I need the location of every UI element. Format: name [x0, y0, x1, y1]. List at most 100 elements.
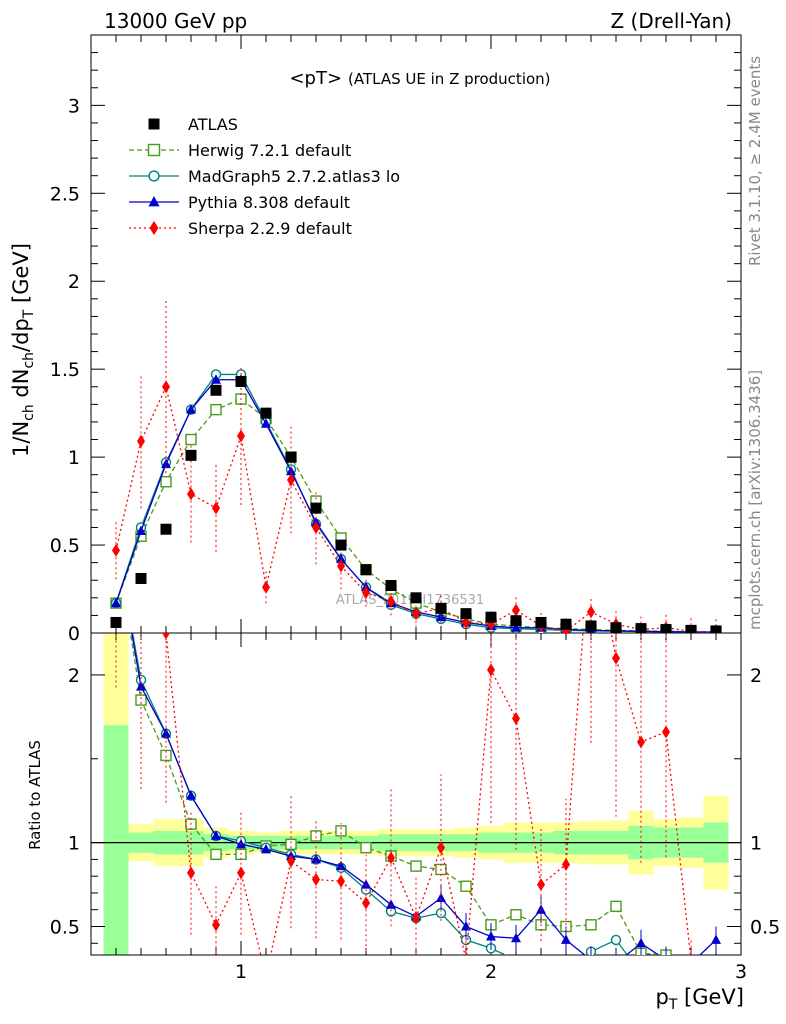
ratio-point-sherpa	[662, 725, 670, 739]
ratio-point-sherpa	[637, 735, 645, 749]
header-right: Z (Drell-Yan)	[610, 9, 732, 33]
ratio-point-sherpa	[612, 651, 620, 665]
point-sherpa	[212, 501, 220, 515]
ratio-point-madgraph5	[514, 954, 518, 955]
main-plot-series	[110, 300, 722, 633]
ratio-point-pythia	[436, 892, 446, 902]
analysis-watermark: ATLAS_2019_I1736531	[336, 593, 484, 608]
ratio-point-herwig	[460, 880, 472, 892]
ratio-tick-label: 2	[68, 665, 80, 687]
x-tick-label: 3	[735, 961, 747, 983]
ratio-point-sherpa	[487, 663, 495, 677]
ratio-axis-title: Ratio to ATLAS	[26, 740, 44, 850]
point-sherpa	[312, 520, 320, 534]
legend-marker-madgraph5	[148, 170, 160, 182]
point-sherpa	[387, 594, 395, 608]
ratio-point-pythia	[486, 931, 496, 941]
point-atlas	[310, 502, 322, 514]
x-tick-label: 2	[485, 961, 497, 983]
point-atlas	[285, 451, 297, 463]
ratio-point-sherpa	[712, 970, 720, 983]
ratio-point-sherpa	[512, 712, 520, 726]
ratio-point-sherpa	[262, 970, 270, 983]
x-tick-label: 1	[235, 961, 247, 983]
legend-label-madgraph5: MadGraph5 2.7.2.atlas3 lo	[188, 167, 400, 186]
ratio-point-herwig	[160, 749, 172, 762]
point-sherpa	[112, 543, 120, 557]
point-atlas	[635, 623, 647, 633]
ratio-point-sherpa	[187, 866, 195, 880]
ratio-point-herwig	[510, 909, 522, 921]
ratio-point-sherpa	[465, 953, 467, 955]
ratio-tick-label-right: 1	[750, 833, 762, 855]
ratio-uncertainty-bands	[103, 633, 729, 955]
point-atlas	[510, 615, 522, 627]
ratio-point-sherpa	[362, 896, 370, 910]
ratio-point-madgraph5	[610, 934, 622, 946]
ratio-point-sherpa	[312, 873, 320, 887]
point-atlas	[410, 592, 422, 604]
point-atlas	[485, 611, 497, 623]
ratio-tick-label-right: 0.5	[750, 916, 780, 938]
plot-title-main: <pT>	[289, 68, 342, 89]
band-inner	[103, 725, 129, 955]
point-atlas	[335, 539, 347, 551]
ratio-point-madgraph5	[562, 964, 571, 973]
y-tick-label: 3	[68, 95, 80, 117]
ratio-point-pythia	[665, 954, 667, 955]
ratio-point-pythia	[161, 728, 171, 738]
header-left: 13000 GeV pp	[104, 9, 247, 33]
point-atlas	[260, 407, 272, 419]
legend-marker-pythia	[148, 195, 160, 207]
point-sherpa	[287, 473, 295, 487]
ratio-point-sherpa	[237, 866, 245, 880]
ratio-point-sherpa	[537, 878, 545, 892]
ratio-point-sherpa	[337, 874, 345, 888]
point-atlas	[185, 449, 197, 461]
legend-label-sherpa: Sherpa 2.2.9 default	[188, 219, 352, 238]
y-tick-label: 1	[68, 447, 80, 469]
point-herwig	[160, 476, 172, 488]
ratio-point-madgraph5	[687, 976, 696, 985]
legend-label-atlas: ATLAS	[188, 115, 238, 134]
point-atlas	[535, 616, 547, 628]
ratio-point-herwig	[210, 848, 222, 861]
point-atlas	[685, 624, 697, 633]
point-atlas	[435, 602, 447, 614]
point-pythia	[511, 622, 521, 632]
point-sherpa	[462, 615, 470, 629]
ratio-point-pythia	[636, 937, 646, 948]
ratio-point-sherpa	[137, 601, 145, 614]
y-tick-label: 0.5	[50, 535, 80, 557]
ratio-point-pythia	[211, 830, 221, 840]
point-atlas	[160, 523, 172, 535]
point-atlas	[560, 618, 572, 630]
point-pythia	[186, 404, 196, 414]
point-sherpa	[412, 607, 420, 621]
point-atlas	[385, 580, 397, 592]
point-sherpa	[587, 605, 595, 619]
ratio-point-pythia	[136, 681, 146, 691]
point-sherpa	[512, 603, 520, 617]
ratio-point-pythia	[536, 904, 546, 914]
ratio-point-pythia	[361, 879, 371, 889]
point-sherpa	[137, 434, 145, 448]
point-pythia	[211, 374, 221, 384]
ratio-point-pythia	[336, 860, 346, 871]
ratio-point-sherpa	[690, 953, 692, 955]
ratio-point-sherpa	[562, 857, 570, 871]
point-atlas	[235, 375, 247, 387]
point-sherpa	[162, 380, 170, 394]
legend-marker-herwig	[147, 143, 161, 157]
ratio-point-sherpa	[112, 417, 120, 430]
ratio-point-madgraph5	[662, 972, 671, 981]
ratio-point-sherpa	[287, 854, 295, 868]
ratio-point-herwig	[310, 830, 322, 842]
rivet-version-label: Rivet 3.1.10, ≥ 2.4M events	[746, 56, 764, 266]
ratio-point-sherpa	[162, 633, 170, 640]
ratio-plot-series	[112, 417, 721, 985]
y-tick-label: 1.5	[50, 359, 80, 381]
point-atlas	[210, 384, 222, 396]
ratio-point-herwig	[410, 860, 422, 872]
